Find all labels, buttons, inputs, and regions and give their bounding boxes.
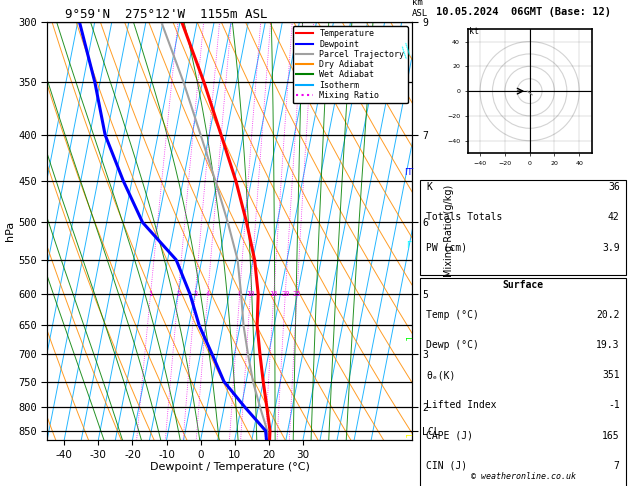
Text: ⌐: ⌐ [405,430,413,440]
Text: ╱╱: ╱╱ [398,43,415,59]
Text: θₑ(K): θₑ(K) [426,370,456,381]
Bar [420,278,626,486]
Text: 10.05.2024  06GMT (Base: 12): 10.05.2024 06GMT (Base: 12) [435,7,611,17]
Text: 351: 351 [602,370,620,381]
Legend: Temperature, Dewpoint, Parcel Trajectory, Dry Adiabat, Wet Adiabat, Isotherm, Mi: Temperature, Dewpoint, Parcel Trajectory… [293,26,408,103]
Text: 2: 2 [176,291,181,297]
Text: 8: 8 [238,291,242,297]
Text: 36: 36 [608,182,620,192]
Text: kt: kt [469,27,479,36]
Text: 9°59'N  275°12'W  1155m ASL: 9°59'N 275°12'W 1155m ASL [65,8,268,21]
Text: 25: 25 [292,291,301,297]
Text: 165: 165 [602,431,620,441]
X-axis label: Dewpoint / Temperature (°C): Dewpoint / Temperature (°C) [150,462,309,472]
Text: Dewp (°C): Dewp (°C) [426,340,479,350]
Text: 7: 7 [614,461,620,471]
Text: 20: 20 [281,291,289,297]
Text: Γ: Γ [406,241,411,250]
Text: © weatheronline.co.uk: © weatheronline.co.uk [470,472,576,481]
Text: Lifted Index: Lifted Index [426,400,497,411]
Text: Totals Totals: Totals Totals [426,212,503,223]
Text: 19.3: 19.3 [596,340,620,350]
Text: CIN (J): CIN (J) [426,461,467,471]
Text: 42: 42 [608,212,620,223]
Text: ΓΓ: ΓΓ [404,168,413,177]
Text: 10: 10 [246,291,255,297]
Text: K: K [426,182,432,192]
Text: CAPE (J): CAPE (J) [426,431,474,441]
Text: km
ASL: km ASL [412,0,428,17]
Text: 3.9: 3.9 [602,243,620,253]
Text: 20.2: 20.2 [596,310,620,320]
Text: Temp (°C): Temp (°C) [426,310,479,320]
Text: 16: 16 [270,291,278,297]
Text: 1: 1 [148,291,153,297]
Text: PW (cm): PW (cm) [426,243,467,253]
Text: Surface: Surface [503,280,543,290]
Y-axis label: hPa: hPa [5,221,15,241]
Text: 4: 4 [206,291,210,297]
Text: ⌐: ⌐ [405,333,413,343]
Text: -1: -1 [608,400,620,411]
Bar [420,180,626,275]
Y-axis label: Mixing Ratio (g/kg): Mixing Ratio (g/kg) [444,185,454,277]
Text: 3: 3 [193,291,198,297]
